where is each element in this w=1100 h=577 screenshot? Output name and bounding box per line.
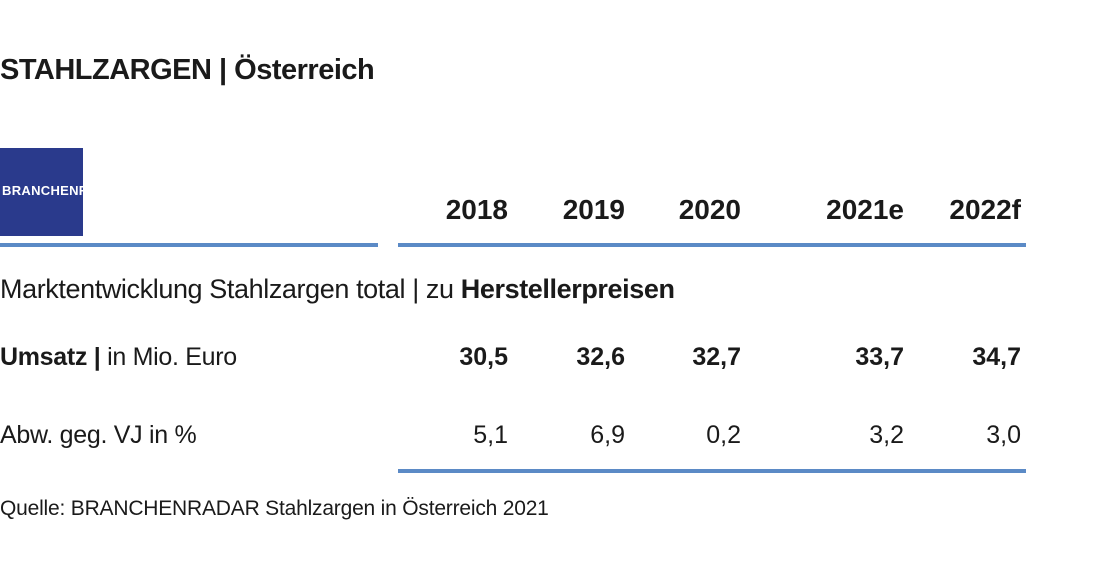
cell: 5,1 (473, 421, 508, 449)
rule (0, 243, 378, 247)
cell: 32,7 (692, 343, 741, 371)
column-header: 2020 (678, 194, 741, 225)
column-header: 2021e (826, 194, 904, 225)
row-label: Umsatz | in Mio. Euro (0, 343, 237, 372)
cell: 30,5 (459, 343, 508, 371)
logo-text: BRANCHENRADAR (2, 183, 128, 198)
cell: 3,2 (869, 421, 904, 449)
section-emphasis: Herstellerpreisen (460, 274, 675, 304)
cell: 3,0 (986, 421, 1021, 449)
row-label-bold: Umsatz | (0, 343, 101, 371)
logo (0, 148, 83, 236)
source: Quelle: BRANCHENRADAR Stahlzargen in Öst… (0, 497, 549, 520)
cell: 32,6 (576, 343, 625, 371)
column-header: 2022f (949, 194, 1021, 225)
row-unit: in Mio. Euro (100, 343, 237, 371)
cell: 0,2 (706, 421, 741, 449)
cell: 33,7 (855, 343, 904, 371)
rule (398, 243, 1026, 247)
title: STAHLZARGEN | Österreich (0, 54, 375, 86)
section-heading: Marktentwicklung Stahlzargen total | zu … (0, 274, 675, 305)
section-text: Marktentwicklung Stahlzargen total | zu (0, 274, 461, 304)
column-header: 2019 (562, 194, 625, 225)
column-header: 2018 (445, 194, 508, 225)
rule (398, 469, 1026, 473)
cell: 34,7 (972, 343, 1021, 371)
row-label: Abw. geg. VJ in % (0, 421, 197, 449)
cell: 6,9 (590, 421, 625, 449)
